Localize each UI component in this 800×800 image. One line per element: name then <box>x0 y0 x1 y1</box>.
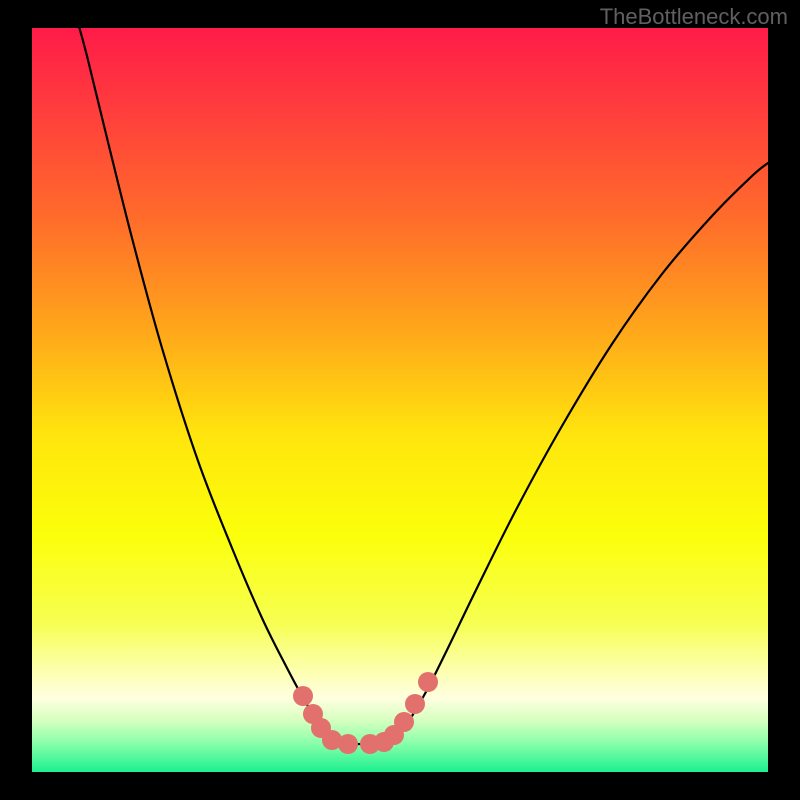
plot-background <box>32 28 768 772</box>
curve-marker <box>338 734 358 754</box>
curve-marker <box>293 686 313 706</box>
watermark-text: TheBottleneck.com <box>600 4 788 30</box>
curve-marker <box>405 694 425 714</box>
curve-marker <box>394 712 414 732</box>
curve-marker <box>418 672 438 692</box>
bottleneck-chart <box>0 0 800 800</box>
